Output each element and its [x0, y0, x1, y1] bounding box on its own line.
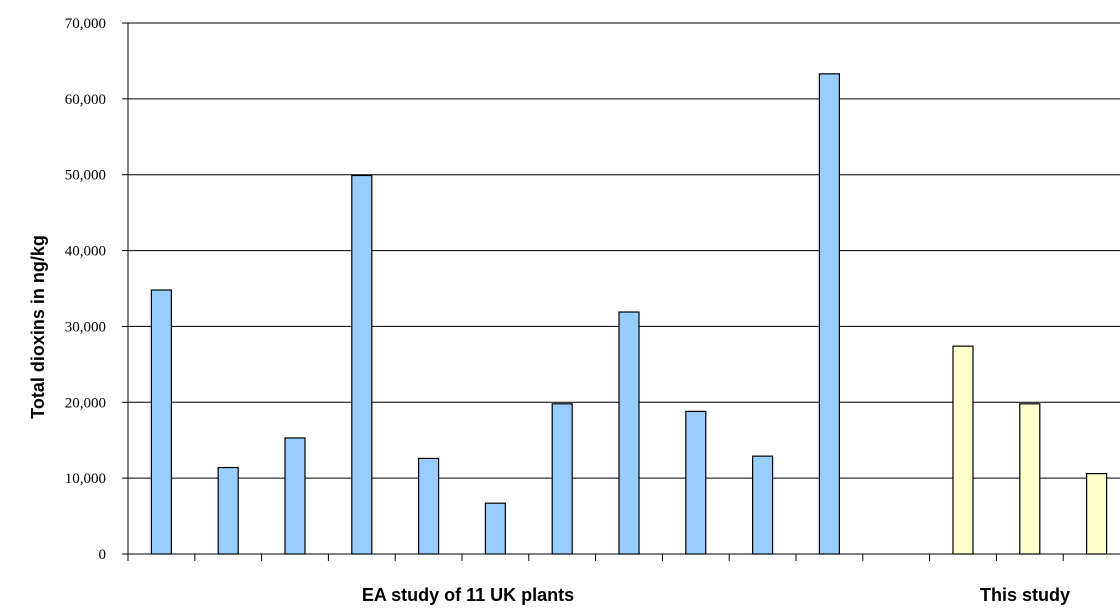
y-tick-label: 10,000: [65, 471, 106, 487]
bar-ea-study: [818, 73, 841, 555]
x-group-label-this-study: This study: [980, 585, 1070, 605]
bar-this-study: [1019, 403, 1041, 555]
y-tick-labels: 0 10,000 20,000 30,000 40,000 50,000 60,000 70,…: [65, 16, 106, 563]
axes: [122, 22, 1120, 561]
bar-ea-study: [685, 410, 707, 555]
y-axis-title: Total dioxins in ng/kg: [28, 235, 48, 419]
bar-ea-study: [618, 311, 640, 555]
y-tick-label: 50,000: [65, 168, 106, 184]
bar-ea-study: [484, 502, 506, 555]
x-group-label-ea-study: EA study of 11 UK plants: [362, 585, 574, 605]
bar-ea-study: [751, 455, 774, 555]
y-tick-label: 60,000: [65, 92, 106, 108]
bar-ea-study: [284, 437, 306, 555]
bar-this-study: [1085, 472, 1108, 555]
y-tick-label: 40,000: [65, 244, 106, 260]
bars: [150, 73, 1108, 555]
y-tick-label: 30,000: [65, 319, 106, 335]
bar-this-study: [952, 345, 974, 555]
bar-ea-study: [217, 466, 239, 555]
bar-ea-study: [418, 457, 440, 555]
bar-ea-study: [150, 289, 172, 555]
bar-ea-study: [351, 174, 373, 555]
y-tick-label: 20,000: [65, 395, 106, 411]
y-tick-label: 0: [99, 547, 107, 563]
y-tick-label: 70,000: [65, 16, 106, 32]
bar-ea-study: [551, 403, 573, 555]
